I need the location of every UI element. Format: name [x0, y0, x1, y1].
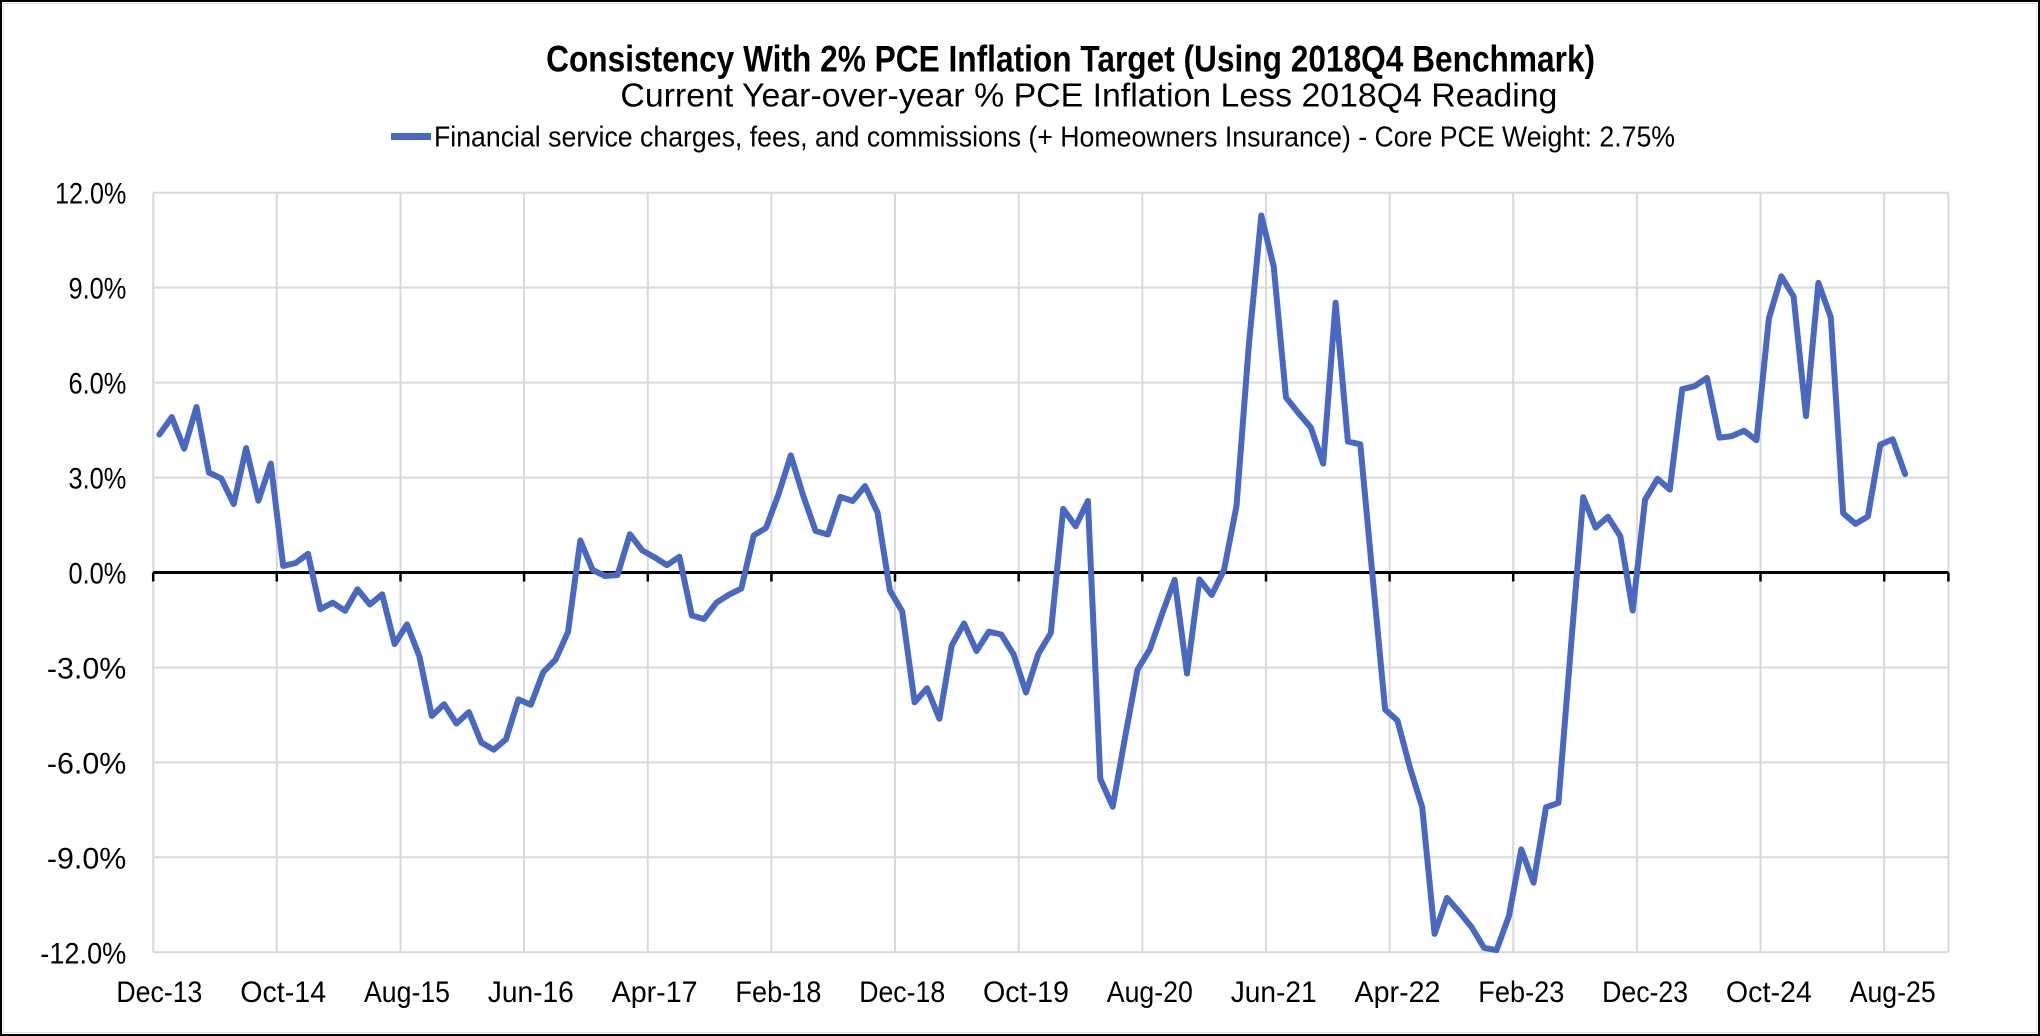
svg-text:-3.0%: -3.0% [47, 653, 126, 686]
svg-text:Apr-22: Apr-22 [1355, 976, 1441, 1009]
svg-text:3.0%: 3.0% [69, 463, 127, 496]
svg-text:12.0%: 12.0% [55, 178, 126, 211]
svg-text:Aug-15: Aug-15 [364, 976, 450, 1009]
svg-text:Aug-20: Aug-20 [1107, 976, 1193, 1009]
svg-text:6.0%: 6.0% [69, 368, 127, 401]
svg-text:Oct-24: Oct-24 [1726, 976, 1812, 1009]
svg-text:Oct-14: Oct-14 [240, 976, 326, 1009]
svg-text:Jun-16: Jun-16 [488, 976, 574, 1009]
svg-text:9.0%: 9.0% [69, 273, 127, 306]
svg-text:-6.0%: -6.0% [47, 747, 126, 780]
svg-text:0.0%: 0.0% [69, 558, 127, 591]
svg-text:-12.0%: -12.0% [40, 937, 126, 970]
svg-text:Dec-18: Dec-18 [859, 976, 945, 1009]
svg-text:Current Year-over-year % PCE I: Current Year-over-year % PCE Inflation L… [620, 77, 1557, 114]
svg-text:Apr-17: Apr-17 [612, 976, 698, 1009]
svg-text:Feb-18: Feb-18 [735, 976, 821, 1009]
svg-text:Jun-21: Jun-21 [1231, 976, 1317, 1009]
svg-text:Dec-13: Dec-13 [116, 976, 202, 1009]
svg-text:-9.0%: -9.0% [47, 842, 126, 875]
svg-text:Consistency With 2% PCE Inflat: Consistency With 2% PCE Inflation Target… [546, 38, 1595, 80]
svg-text:Oct-19: Oct-19 [983, 976, 1069, 1009]
svg-text:Dec-23: Dec-23 [1602, 976, 1688, 1009]
svg-text:Feb-23: Feb-23 [1478, 976, 1564, 1009]
svg-text:Aug-25: Aug-25 [1850, 976, 1936, 1009]
svg-text:Financial service charges, fee: Financial service charges, fees, and com… [434, 122, 1675, 154]
